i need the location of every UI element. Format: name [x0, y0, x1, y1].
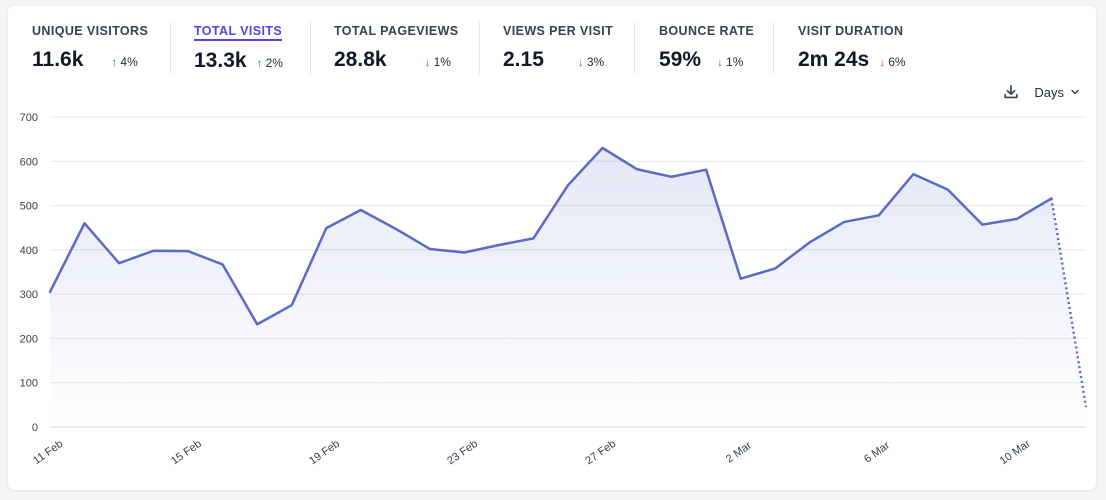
stat-value: 59%: [659, 48, 702, 71]
x-tick-label: 10 Mar: [998, 438, 1033, 468]
data-point[interactable]: [700, 164, 712, 176]
data-point[interactable]: [942, 184, 954, 196]
divider: [634, 22, 635, 74]
series-line: [48, 146, 1053, 326]
top-stats: UNIQUE VISITORS 11.6k ↑ 4% TOTAL VISITS 1…: [8, 6, 1096, 86]
stat-value: 28.8k: [334, 48, 387, 71]
data-point[interactable]: [286, 299, 298, 311]
stat-visit-duration[interactable]: VISIT DURATION 2m 24s ↓ 6%: [798, 22, 906, 76]
x-tick-label: 27 Feb: [583, 438, 618, 467]
data-point[interactable]: [804, 236, 816, 248]
x-tick-label: 6 Mar: [862, 439, 892, 465]
divider: [773, 22, 774, 74]
arrow-up-icon: ↓: [717, 55, 724, 69]
stat-label: VIEWS PER VISIT: [503, 24, 614, 38]
data-point[interactable]: [355, 204, 367, 216]
y-tick-label: 0: [32, 422, 38, 434]
data-point[interactable]: [320, 222, 332, 234]
data-point[interactable]: [631, 163, 643, 175]
interval-dropdown[interactable]: Days: [1034, 85, 1080, 100]
stat-label: TOTAL PAGEVIEWS: [334, 24, 459, 38]
stat-change: ↑ 2%: [256, 56, 283, 70]
data-point[interactable]: [597, 142, 609, 154]
x-tick-label: 2 Mar: [724, 439, 754, 465]
stat-change: ↓ 3%: [577, 55, 605, 69]
data-point[interactable]: [389, 223, 401, 235]
x-tick-label: 11 Feb: [31, 438, 65, 467]
stat-value: 2m 24s: [798, 48, 870, 71]
stat-change: ↑ 4%: [111, 55, 138, 69]
data-point[interactable]: [148, 245, 160, 257]
stat-label: VISIT DURATION: [798, 24, 904, 38]
data-point[interactable]: [735, 273, 747, 285]
data-point[interactable]: [562, 179, 574, 191]
stat-unique-visitors[interactable]: UNIQUE VISITORS 11.6k ↑ 4%: [32, 22, 148, 76]
stat-change: ↓ 6%: [879, 55, 906, 69]
data-point[interactable]: [113, 257, 125, 269]
data-point[interactable]: [217, 258, 229, 270]
data-point[interactable]: [873, 209, 885, 221]
data-point[interactable]: [1080, 401, 1092, 413]
stat-label: BOUNCE RATE: [659, 24, 755, 38]
data-point[interactable]: [1011, 213, 1023, 225]
data-point[interactable]: [424, 243, 436, 255]
data-point[interactable]: [769, 262, 781, 274]
data-point[interactable]: [527, 232, 539, 244]
stat-value: 11.6k: [32, 48, 84, 71]
x-tick-label: 23 Feb: [445, 438, 480, 467]
chart-area: [50, 148, 1086, 427]
chart-controls: Days: [1002, 83, 1080, 101]
stat-views-per-visit[interactable]: VIEWS PER VISIT 2.15 ↓ 3%: [503, 22, 613, 76]
data-point[interactable]: [976, 219, 988, 231]
data-point[interactable]: [907, 168, 919, 180]
y-tick-label: 400: [20, 245, 38, 257]
data-point[interactable]: [1045, 192, 1057, 204]
stat-label: TOTAL VISITS: [194, 24, 283, 41]
stat-value: 13.3k: [194, 49, 247, 72]
data-point[interactable]: [458, 247, 470, 259]
chevron-down-icon: [1071, 89, 1079, 95]
x-axis-ticks: 11 Feb 15 Feb 19 Feb 23 Feb 27 Feb 2 Mar 6 Mar…: [31, 438, 1033, 468]
stat-bounce-rate[interactable]: BOUNCE RATE 59% ↓ 1%: [659, 22, 754, 76]
series-line-partial: [1050, 198, 1088, 408]
stat-change: ↓ 1%: [717, 55, 744, 69]
x-tick-label: 19 Feb: [307, 438, 342, 467]
data-point[interactable]: [79, 217, 91, 229]
x-tick-label: 15 Feb: [169, 438, 204, 467]
arrow-down-icon: ↓: [879, 55, 886, 69]
stat-total-visits[interactable]: TOTAL VISITS 13.3k ↑ 2%: [194, 22, 283, 76]
stat-total-pageviews[interactable]: TOTAL PAGEVIEWS 28.8k ↓ 1%: [334, 22, 459, 76]
data-point[interactable]: [493, 239, 505, 251]
data-point[interactable]: [666, 171, 678, 183]
visitors-card: UNIQUE VISITORS 11.6k ↑ 4% TOTAL VISITS 1…: [8, 6, 1096, 490]
visits-line-chart: 0 100 200 300 400 500 600 700 11 Feb 15 Feb 19 Fe…: [20, 112, 1092, 468]
data-point[interactable]: [251, 318, 263, 330]
arrow-down-icon: ↓: [424, 55, 431, 69]
y-tick-label: 500: [20, 201, 38, 213]
y-tick-label: 700: [20, 112, 38, 124]
arrow-down-icon: ↓: [577, 55, 584, 69]
arrow-up-icon: ↑: [256, 56, 263, 70]
stat-change: ↓ 1%: [424, 55, 451, 69]
y-tick-label: 200: [20, 333, 38, 345]
divider: [310, 22, 311, 74]
divider: [170, 22, 171, 74]
stat-label: UNIQUE VISITORS: [32, 24, 149, 38]
arrow-up-icon: ↑: [111, 55, 118, 69]
y-tick-label: 300: [20, 289, 38, 301]
stat-value: 2.15: [503, 48, 544, 71]
data-point[interactable]: [44, 286, 56, 298]
y-tick-label: 600: [20, 156, 38, 168]
y-tick-label: 100: [20, 378, 38, 390]
download-icon[interactable]: [1002, 83, 1020, 101]
divider: [479, 22, 480, 74]
data-point[interactable]: [838, 216, 850, 228]
y-axis-ticks: 0 100 200 300 400 500 600 700: [20, 112, 38, 434]
data-point[interactable]: [182, 245, 194, 257]
interval-label: Days: [1034, 84, 1064, 100]
